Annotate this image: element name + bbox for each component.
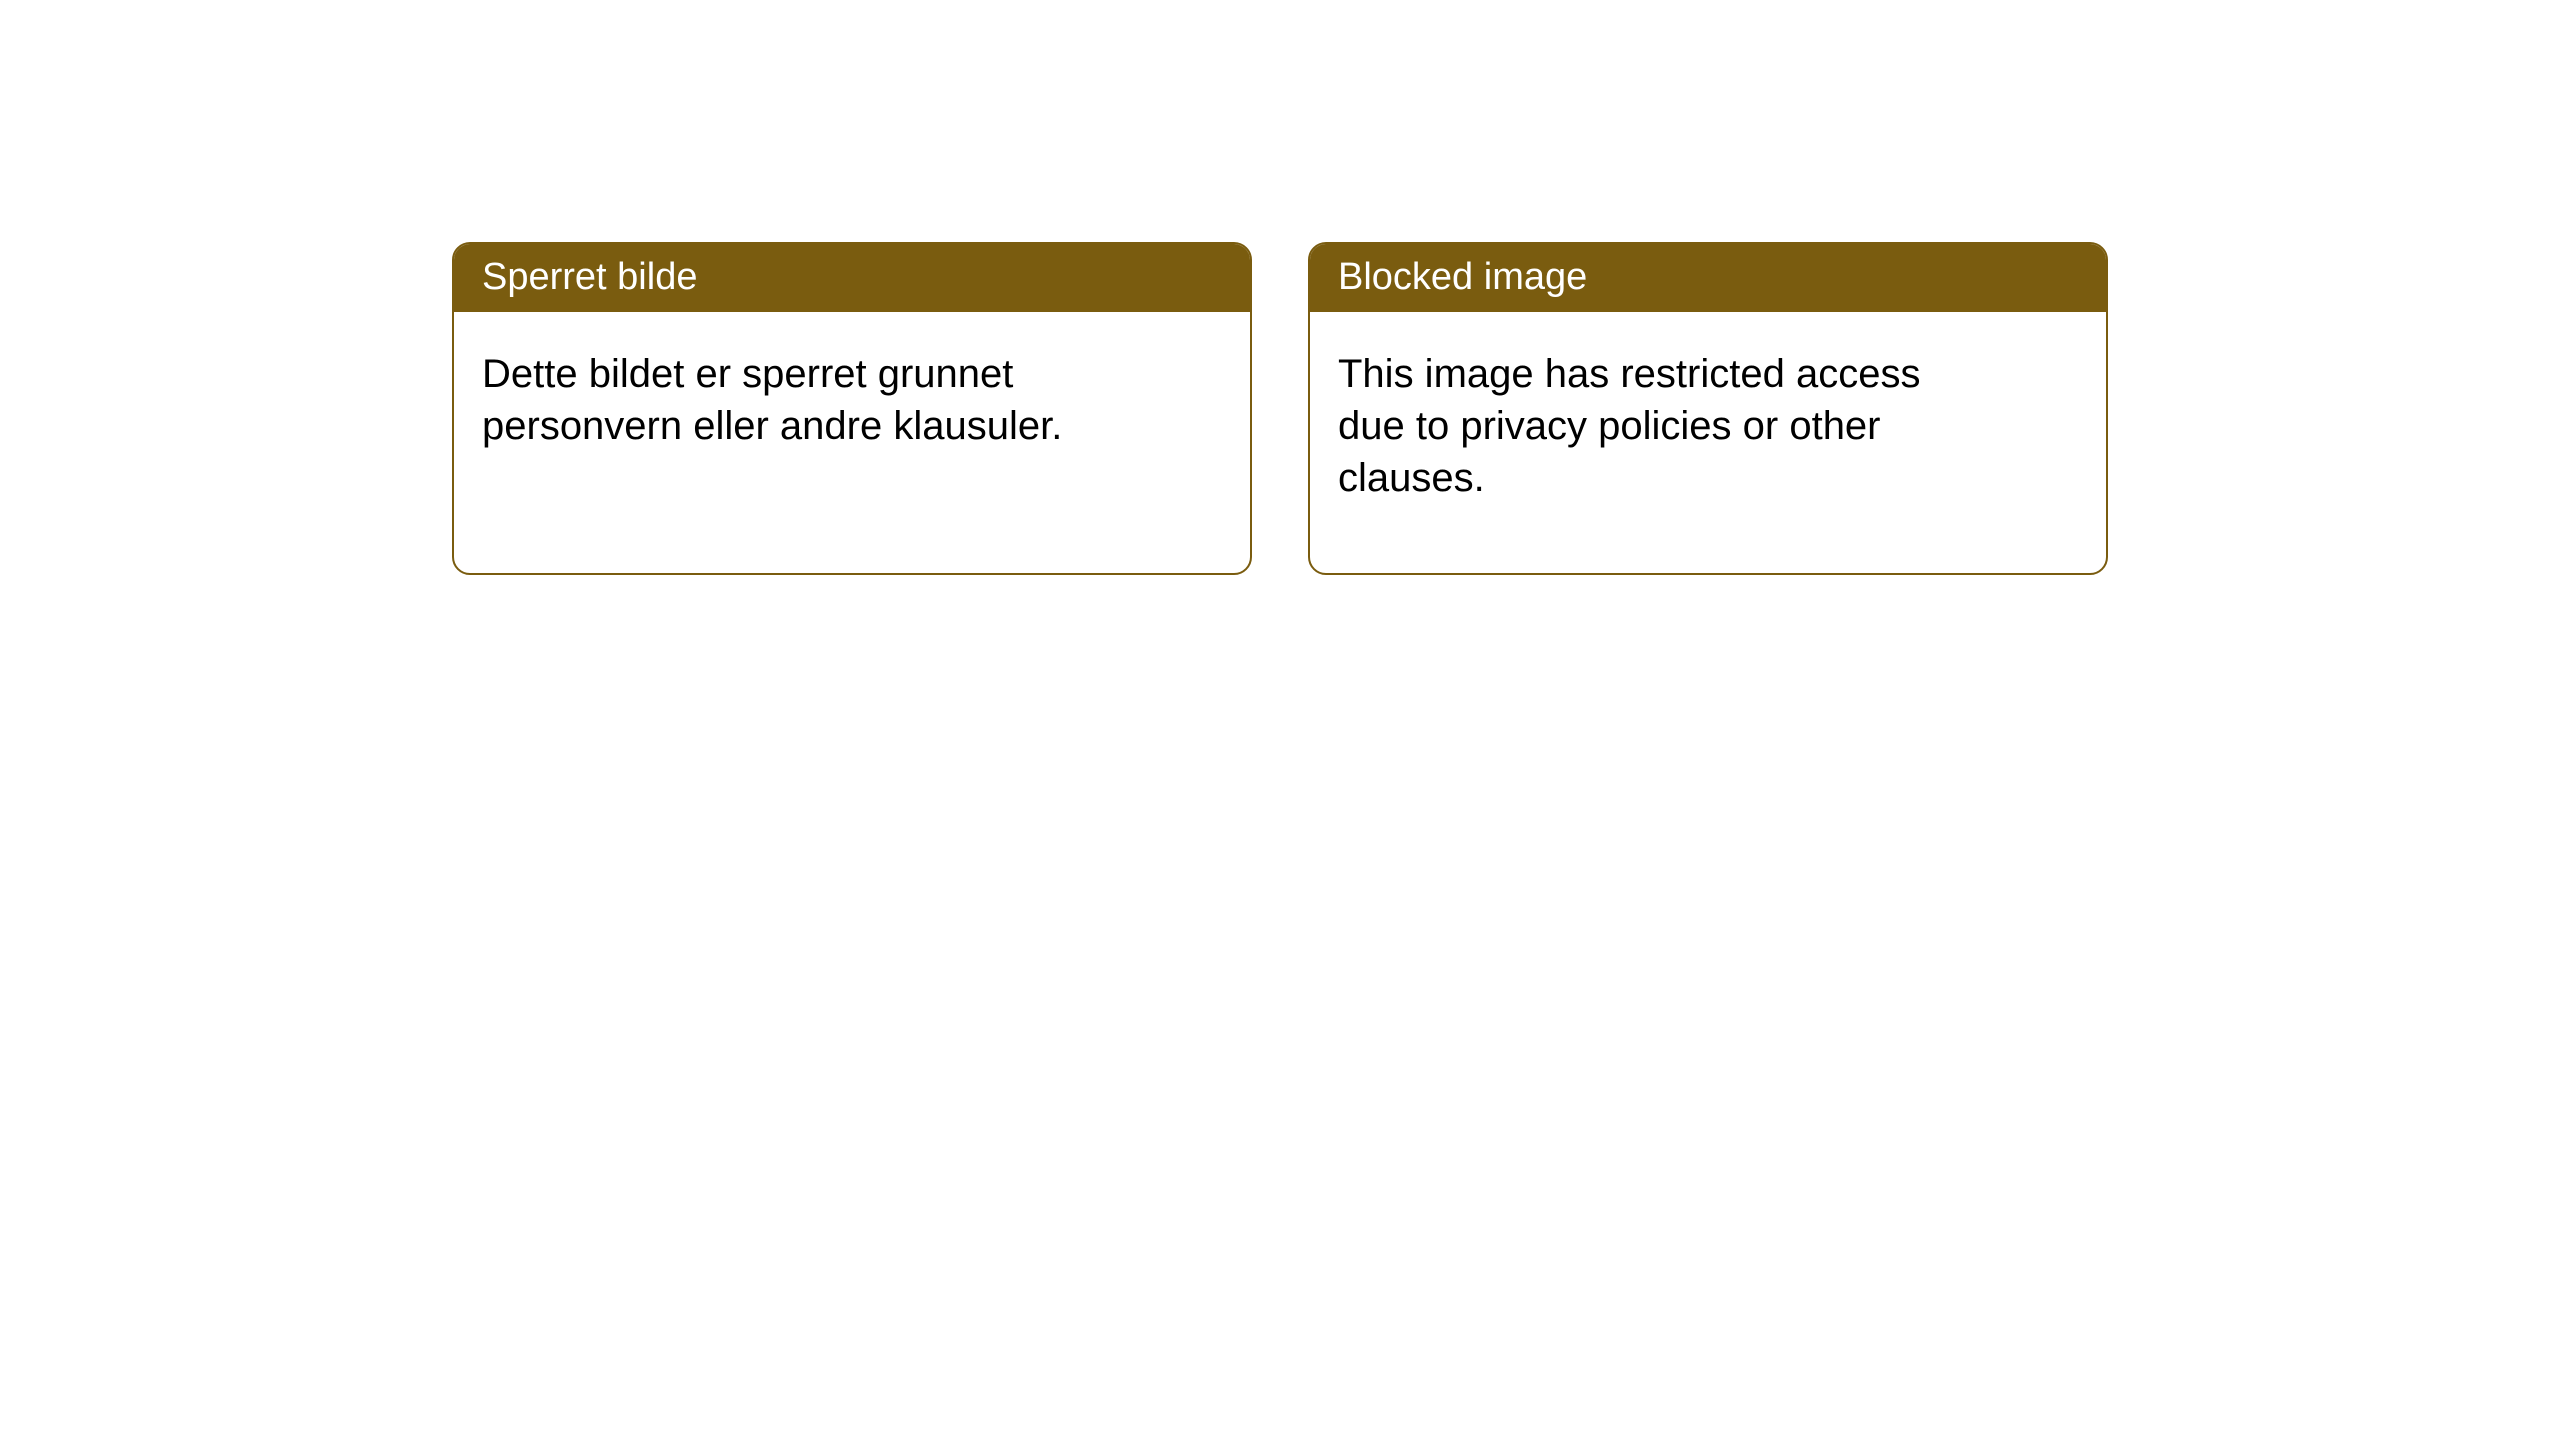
notice-cards-container: Sperret bilde Dette bildet er sperret gr… [0,0,2560,575]
card-body: This image has restricted access due to … [1310,312,2010,540]
card-title: Blocked image [1338,256,1587,298]
card-title: Sperret bilde [482,256,697,298]
card-body-text: Dette bildet er sperret grunnet personve… [482,352,1062,448]
card-header: Sperret bilde [454,244,1250,312]
notice-card-english: Blocked image This image has restricted … [1308,242,2108,575]
card-body: Dette bildet er sperret grunnet personve… [454,312,1154,488]
notice-card-norwegian: Sperret bilde Dette bildet er sperret gr… [452,242,1252,575]
card-body-text: This image has restricted access due to … [1338,352,1920,500]
card-header: Blocked image [1310,244,2106,312]
